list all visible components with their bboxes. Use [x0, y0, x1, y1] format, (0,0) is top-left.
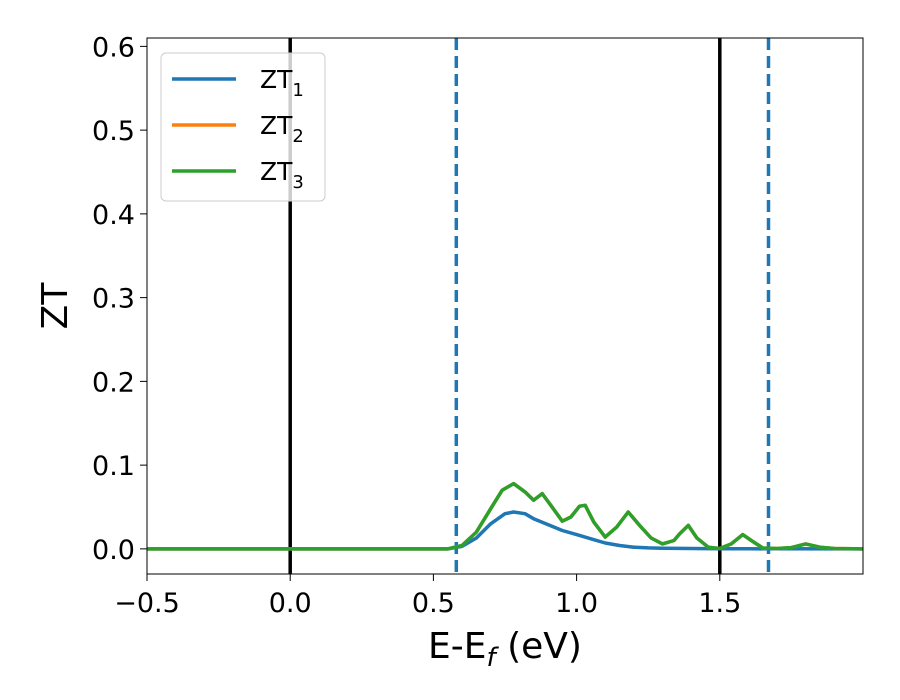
legend: ZT1 ZT2 ZT3 — [160, 52, 326, 202]
y-tick-label: 0.3 — [92, 284, 135, 315]
plot-frame — [146, 37, 864, 575]
x-tick-label: −0.5 — [114, 588, 180, 619]
y-tick-label: 0.6 — [92, 32, 135, 63]
y-tick-label: 0.2 — [92, 367, 135, 398]
x-tick-label: 0.0 — [269, 588, 312, 619]
y-tick-label: 0.4 — [92, 200, 135, 231]
series-line-1 — [147, 510, 863, 551]
y-tick-label: 0.0 — [92, 535, 135, 566]
x-axis-label: E-Ef (eV) — [428, 626, 582, 673]
y-axis-label: ZT — [35, 282, 76, 330]
axis-ticks: −0.5 0.0 0.5 1.0 1.5 0.0 0.1 0.2 0.3 0.4 0.5 0.6 — [92, 32, 741, 619]
series-line-3 — [147, 481, 863, 551]
legend-entry-label: ZT2 — [260, 111, 304, 147]
y-tick-label: 0.1 — [92, 451, 135, 482]
x-tick-label: 1.5 — [698, 588, 741, 619]
legend-entry-label: ZT1 — [260, 65, 304, 101]
legend-frame — [160, 52, 326, 202]
series-lines — [147, 481, 863, 551]
x-tick-label: 1.0 — [555, 588, 598, 619]
x-axis-label-main: E-E — [428, 626, 486, 667]
y-tick-label: 0.5 — [92, 116, 135, 147]
x-axis-label-unit: (eV) — [496, 626, 582, 667]
x-tick-label: 0.5 — [412, 588, 455, 619]
legend-entry-label: ZT3 — [260, 157, 304, 193]
